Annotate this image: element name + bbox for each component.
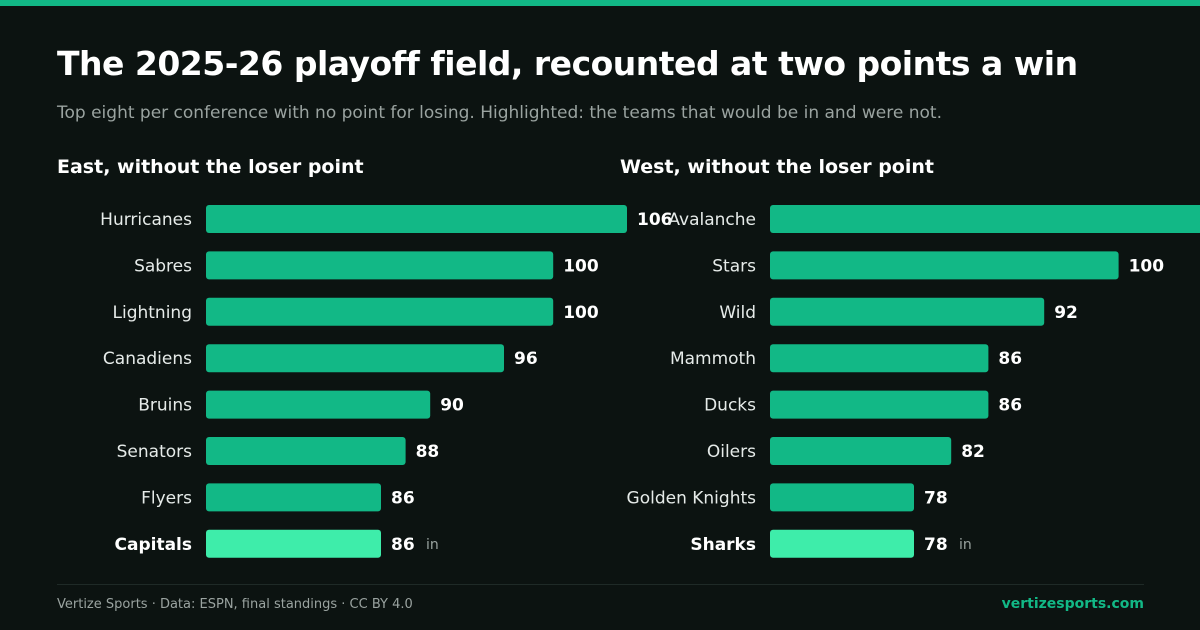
east-team-label: Lightning	[113, 303, 193, 323]
west-value-label: 78	[924, 488, 948, 508]
west-chart-title: West, without the loser point	[620, 156, 934, 178]
east-team-label: Senators	[117, 442, 192, 462]
west-bar	[770, 251, 1119, 280]
west-team-label: Wild	[719, 303, 756, 323]
west-bar	[770, 297, 1045, 326]
west-team-label: Sharks	[690, 535, 756, 555]
west-value-label: 78	[924, 535, 948, 555]
west-bar	[770, 205, 1200, 233]
east-team-label: Hurricanes	[100, 210, 192, 230]
east-chart-panel: East, without the loser point Hurricanes…	[0, 0, 673, 580]
west-bar	[770, 483, 914, 512]
west-value-label: 92	[1054, 303, 1078, 323]
west-value-label: 86	[998, 396, 1022, 416]
top-accent-bar	[0, 0, 1200, 6]
east-bar	[206, 483, 381, 512]
east-bar-chart: Hurricanes 106 Sabres 100 Lightning 100 Canadi…	[100, 205, 673, 558]
west-team-label: Golden Knights	[627, 488, 757, 508]
east-value-label: 100	[563, 256, 599, 276]
east-value-label: 86	[391, 535, 415, 555]
east-bar	[206, 529, 381, 558]
west-value-label: 82	[961, 442, 985, 462]
east-chart-title: East, without the loser point	[57, 156, 364, 178]
east-value-label: 86	[391, 488, 415, 508]
east-value-label: 88	[416, 442, 440, 462]
west-value-label: 86	[998, 349, 1022, 369]
footer-site-link[interactable]: vertizesports.com	[1001, 596, 1144, 612]
east-bar	[206, 297, 554, 326]
west-team-label: Ducks	[704, 396, 756, 416]
east-bar	[206, 344, 504, 373]
west-team-label: Oilers	[707, 442, 756, 462]
east-in-annotation: in	[426, 537, 439, 553]
east-team-label: Bruins	[138, 396, 192, 416]
footer-source: Vertize Sports · Data: ESPN, final stand…	[57, 597, 413, 612]
east-value-label: 90	[440, 396, 464, 416]
west-team-label: Stars	[712, 256, 756, 276]
west-in-annotation: in	[959, 537, 972, 553]
east-team-label: Canadiens	[103, 349, 192, 369]
west-bar	[770, 390, 989, 419]
west-chart-panel: West, without the loser point Avalanche1…	[564, 0, 1200, 580]
west-bar	[770, 529, 914, 558]
east-value-label: 100	[563, 303, 599, 323]
footer-divider	[57, 584, 1144, 585]
east-bar	[206, 205, 627, 233]
west-value-label: 100	[1129, 256, 1165, 276]
west-bar	[770, 344, 989, 373]
page-subtitle: Top eight per conference with no point f…	[57, 103, 942, 123]
west-bar	[770, 437, 952, 465]
west-bar-chart: Avalanche110Stars100Wild92Mammoth86Ducks…	[627, 205, 1200, 558]
east-team-label: Sabres	[134, 256, 192, 276]
east-bar	[206, 390, 431, 419]
west-team-label: Avalanche	[668, 210, 756, 230]
east-value-label: 106	[637, 210, 673, 230]
east-team-label: Flyers	[141, 488, 192, 508]
east-team-label: Capitals	[115, 535, 193, 555]
east-bar	[206, 437, 406, 465]
east-value-label: 96	[514, 349, 538, 369]
page-title: The 2025-26 playoff field, recounted at …	[57, 44, 1078, 83]
west-team-label: Mammoth	[670, 349, 756, 369]
east-bar	[206, 251, 554, 280]
